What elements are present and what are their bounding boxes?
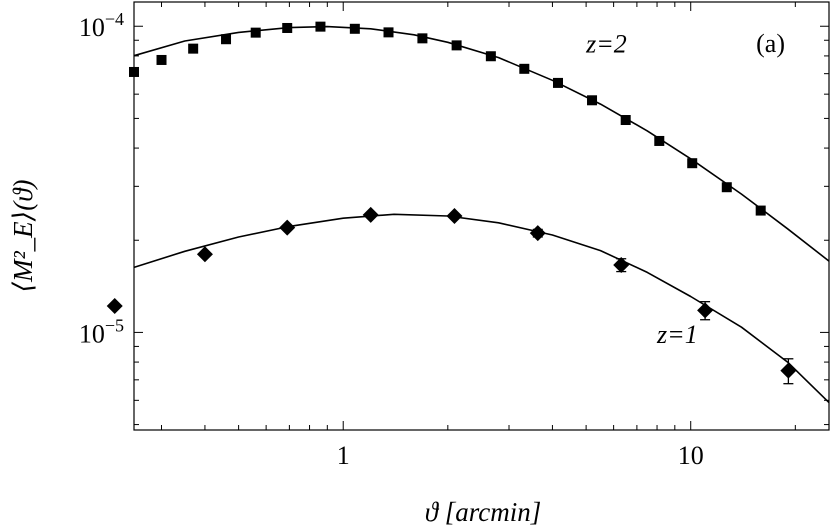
panel-label: (a) (756, 29, 785, 58)
data-point-z2 (383, 27, 394, 38)
data-point-z2 (451, 40, 462, 51)
data-point-z2 (620, 115, 631, 126)
data-point-z1 (106, 297, 123, 314)
y-tick-label-1e-4: 10−4 (79, 9, 124, 42)
data-point-z1 (196, 246, 213, 263)
data-markers (106, 21, 797, 385)
x-tick-label-1: 1 (337, 441, 350, 470)
data-point-z1 (780, 362, 797, 379)
data-point-z2 (221, 34, 232, 45)
data-point-z2 (587, 95, 598, 106)
data-point-z2 (755, 205, 766, 216)
data-point-z2 (721, 182, 732, 193)
data-point-z1 (613, 257, 630, 274)
data-point-z1 (697, 302, 714, 319)
plot-frame (133, 1, 830, 431)
data-point-z1 (362, 206, 379, 223)
data-point-z2 (156, 54, 167, 65)
model-curve-z2 (133, 25, 830, 262)
annotation-z1: z=1 (656, 320, 698, 349)
data-point-z1 (279, 219, 296, 236)
axis-ticks (134, 2, 829, 430)
data-point-z2 (282, 22, 293, 33)
data-point-z1 (446, 208, 463, 224)
y-tick-label-1e-5: 10−5 (79, 315, 124, 348)
data-point-z2 (519, 63, 530, 74)
annotation-z2: z=2 (585, 29, 627, 58)
data-point-z2 (188, 43, 199, 54)
model-curve-z1 (133, 213, 830, 404)
data-point-z2 (485, 51, 496, 62)
data-point-z2 (654, 135, 665, 146)
data-point-z1 (529, 225, 546, 242)
x-axis-label: ϑ [arcmin] (425, 497, 542, 527)
data-point-z2 (552, 77, 563, 88)
x-tick-label-10: 10 (678, 441, 704, 470)
model-curves (133, 25, 830, 404)
data-point-z2 (687, 158, 698, 169)
data-point-z2 (250, 27, 261, 38)
data-point-z2 (315, 21, 326, 32)
data-point-z2 (417, 33, 428, 44)
y-axis-label: ⟨M²_E⟩(ϑ) (8, 180, 38, 293)
data-point-z2 (349, 23, 360, 34)
